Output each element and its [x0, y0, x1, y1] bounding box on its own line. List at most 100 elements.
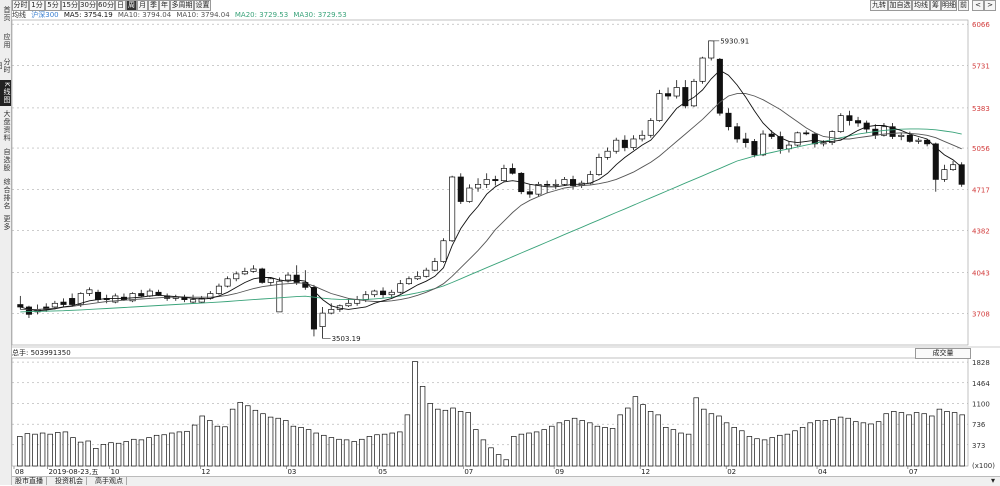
- volume-bar: [77, 441, 84, 467]
- kline-chart[interactable]: 6066 5731 5383 5056 4717 4382 4043 3708 5930.91 3…: [0, 0, 1000, 476]
- sidebar-item-4[interactable]: 大盘资料: [3, 109, 11, 142]
- volume-bar: [222, 426, 228, 467]
- toolbar-right-button-1[interactable]: 加自选: [888, 0, 912, 11]
- period-button-6[interactable]: 日: [115, 0, 126, 11]
- sidebar-item-5[interactable]: 自选股: [3, 148, 11, 172]
- candle-down: [95, 291, 102, 300]
- volume-bar: [47, 433, 53, 467]
- volume-bar: [609, 428, 616, 467]
- candle-down: [906, 134, 913, 142]
- sidebar-item-2[interactable]: 分时图: [0, 58, 11, 74]
- candle-down: [310, 287, 317, 330]
- collapse-icon[interactable]: ▾: [990, 476, 995, 485]
- volume-bar: [17, 436, 23, 467]
- toolbar-right-button-4[interactable]: 明细: [941, 0, 957, 11]
- volume-bar: [32, 433, 38, 467]
- x-tick-label: 05: [378, 468, 387, 476]
- volume-bar: [381, 433, 388, 467]
- volume-bar: [85, 440, 91, 467]
- volume-bar: [868, 423, 874, 467]
- candle-up: [656, 93, 663, 121]
- period-button-9[interactable]: 季: [148, 0, 159, 11]
- period-button-11[interactable]: 多周期: [170, 0, 194, 11]
- ma10-value-b: MA10: 3794.04: [176, 11, 230, 19]
- bottom-tab-2[interactable]: 高手观点: [92, 477, 127, 485]
- toolbar-right-button-2[interactable]: 均线: [912, 0, 930, 11]
- candle-down: [932, 143, 939, 180]
- candle-down: [725, 112, 732, 128]
- candle-up: [345, 302, 352, 307]
- sidebar-item-1[interactable]: 应用: [3, 33, 11, 49]
- toolbar-right-button-0[interactable]: 九转: [870, 0, 888, 11]
- ma-long-line: [20, 128, 962, 313]
- candle-up: [146, 290, 153, 297]
- toolbar-right-button-3[interactable]: 筹: [930, 0, 941, 11]
- candle-up: [941, 169, 948, 180]
- candle-down: [742, 138, 749, 143]
- volume-bar: [799, 426, 806, 467]
- candle-down: [665, 93, 672, 97]
- x-tick-label: 10: [111, 468, 120, 476]
- volume-bar: [891, 411, 897, 467]
- period-button-0[interactable]: 分时: [12, 0, 29, 11]
- period-button-8[interactable]: 月: [137, 0, 148, 11]
- x-tick-label: 12: [641, 468, 650, 476]
- period-button-10[interactable]: 年: [159, 0, 170, 11]
- candle-down: [803, 132, 810, 135]
- volume-bar: [754, 438, 760, 467]
- period-button-1[interactable]: 1分: [29, 0, 45, 11]
- sidebar-item-3[interactable]: K线图: [0, 80, 11, 106]
- candle-down: [155, 291, 162, 296]
- period-button-12[interactable]: 设置: [194, 0, 211, 11]
- volume-bar: [397, 431, 403, 467]
- volume-bar: [267, 416, 274, 467]
- toolbar-right-button-5[interactable]: 前: [958, 0, 969, 11]
- volume-bar: [123, 441, 129, 467]
- volume-bar: [108, 442, 114, 467]
- candle-down: [889, 126, 896, 137]
- index-name: 沪深300: [31, 11, 59, 19]
- x-tick-label: 07: [464, 468, 473, 476]
- high-annotation: 5930.91: [720, 37, 749, 45]
- period-button-4[interactable]: 30分: [79, 0, 97, 11]
- candle-up: [267, 278, 274, 283]
- period-button-2[interactable]: 5分: [45, 0, 61, 11]
- bottom-tab-1[interactable]: 投资机会: [52, 477, 87, 485]
- ma10-value-a: MA10: 3794.04: [117, 11, 172, 19]
- candle-down: [734, 126, 741, 140]
- volume-indicator-select[interactable]: 成交量: [915, 348, 971, 359]
- volume-bar: [929, 415, 935, 467]
- period-button-3[interactable]: 15分: [61, 0, 79, 11]
- period-button-5[interactable]: 60分: [97, 0, 115, 11]
- candle-up: [561, 179, 568, 185]
- candle-down: [509, 168, 516, 174]
- volume-bar: [260, 413, 266, 467]
- candle-up: [190, 299, 197, 303]
- volume-bar: [807, 422, 813, 467]
- candle-down: [457, 176, 464, 202]
- volume-bar: [450, 407, 456, 467]
- price-tick-label: 4717: [972, 187, 990, 195]
- prev-arrow-icon[interactable]: <: [972, 0, 984, 11]
- candle-up: [405, 278, 412, 285]
- volume-bar: [374, 434, 380, 467]
- candle-up: [647, 120, 654, 136]
- next-arrow-icon[interactable]: >: [984, 0, 996, 11]
- volume-bar: [761, 439, 768, 467]
- ma-mid-line: [20, 93, 962, 310]
- price-tick-label: 4043: [972, 269, 990, 277]
- volume-bar: [214, 425, 221, 467]
- candle-up: [760, 133, 767, 156]
- volume-bar: [184, 430, 190, 467]
- candle-up: [198, 298, 205, 303]
- candle-down: [716, 58, 723, 114]
- candle-up: [319, 312, 326, 327]
- sidebar-item-6[interactable]: 综合排名: [3, 178, 11, 210]
- sidebar-item-0[interactable]: 首页: [3, 6, 11, 22]
- sidebar-item-7[interactable]: 更多: [3, 215, 11, 231]
- bottom-tab-0[interactable]: 股市直播: [12, 477, 47, 485]
- period-button-7[interactable]: 周: [126, 0, 137, 11]
- volume-bar: [906, 414, 912, 467]
- volume-bar: [564, 420, 570, 467]
- volume-bar: [784, 433, 791, 467]
